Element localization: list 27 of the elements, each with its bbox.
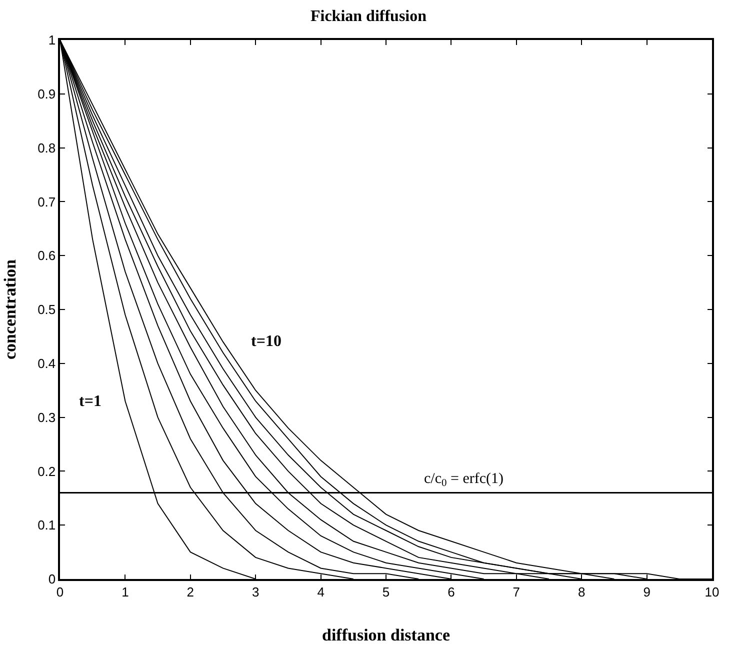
x-tick-label: 10: [704, 584, 720, 600]
x-tick-label: 3: [252, 584, 260, 600]
y-tick-label: 0.1: [38, 518, 56, 533]
y-tick-label: 0.2: [38, 464, 56, 479]
series-label: t=10: [251, 333, 282, 350]
y-tick-label: 1: [48, 32, 56, 48]
y-tick-label: 0.9: [38, 86, 56, 102]
y-tick-label: 0.5: [38, 302, 56, 318]
x-tick-label: 1: [122, 584, 129, 600]
x-tick-label: 5: [382, 584, 390, 600]
x-tick-label: 9: [643, 584, 650, 600]
y-tick-label: 0.7: [38, 194, 56, 210]
x-axis-title: diffusion distance: [322, 626, 450, 644]
y-tick-label: 0.6: [38, 248, 56, 264]
x-tick-label: 4: [317, 584, 324, 600]
y-tick-label: 0.4: [38, 356, 56, 371]
ref-line-label: c/c$_{0}$ = erfc(1): [424, 471, 504, 490]
x-tick-label: 8: [578, 584, 586, 600]
y-tick-label: 0.3: [38, 410, 56, 425]
x-tick-label: 6: [448, 584, 455, 600]
y-tick-label: 0.8: [38, 140, 56, 156]
y-axis-title: concentration: [0, 258, 20, 360]
x-tick-label: 7: [512, 584, 520, 600]
chart-title: Fickian diffusion: [310, 8, 427, 25]
x-tick-label: 2: [186, 584, 194, 600]
series-label: t=1: [79, 393, 102, 410]
y-tick-label: 0: [48, 572, 56, 587]
